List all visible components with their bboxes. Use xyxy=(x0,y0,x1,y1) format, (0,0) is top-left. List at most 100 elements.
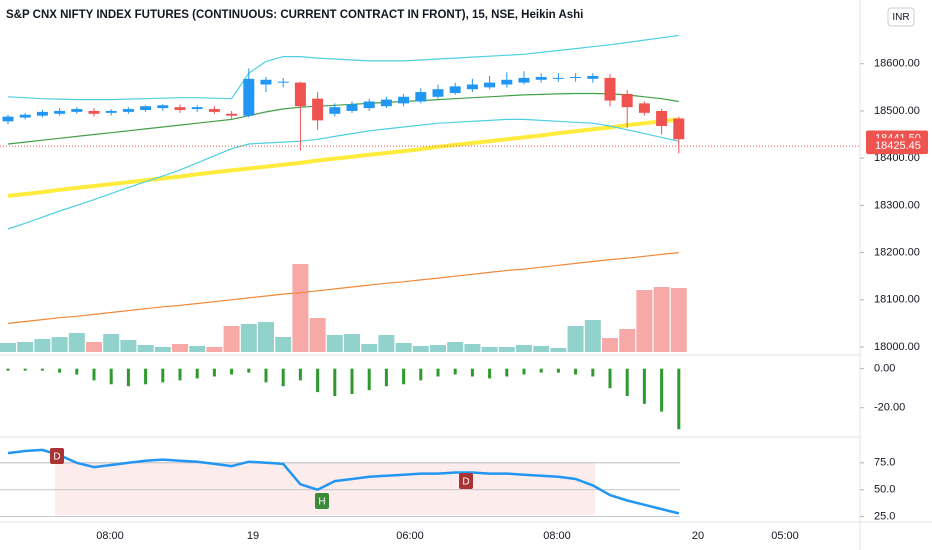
volume-bar xyxy=(670,288,687,352)
histogram-bar xyxy=(178,368,182,381)
candle-body xyxy=(54,110,66,114)
histogram-bar xyxy=(436,368,440,377)
volume-bar xyxy=(395,343,412,352)
histogram-bar xyxy=(660,368,664,412)
histogram-bar xyxy=(608,368,612,389)
x-tick-label: 19 xyxy=(247,530,259,542)
volume-bar xyxy=(120,340,137,352)
y-tick-label: 18200.00 xyxy=(874,246,920,258)
candle-body xyxy=(277,81,289,83)
volume-bar xyxy=(258,322,274,352)
y-tick-label: 18000.00 xyxy=(874,341,920,353)
candle-body xyxy=(604,77,616,101)
histogram-bar xyxy=(333,368,337,396)
volume-bar xyxy=(447,342,464,352)
volume-bar xyxy=(17,342,34,352)
y-tick-label: 18100.00 xyxy=(874,294,920,306)
volume-bar xyxy=(653,287,670,352)
candle-body xyxy=(2,116,14,122)
y-tick-label: 18300.00 xyxy=(874,199,920,211)
histogram-bar xyxy=(505,368,509,377)
histogram-bar xyxy=(677,368,681,430)
signal-marker xyxy=(315,493,329,509)
volume-bar xyxy=(34,339,51,352)
histogram-bar xyxy=(230,368,234,375)
histogram-bar xyxy=(470,368,474,377)
histogram-bar xyxy=(367,368,371,391)
histogram-bar xyxy=(161,368,165,383)
y-tick-label: 25.0 xyxy=(874,511,895,523)
candle-body xyxy=(346,104,358,111)
volume-bar xyxy=(275,337,292,352)
volume-bar xyxy=(430,345,446,352)
volume-bar xyxy=(412,346,429,352)
histogram-bar xyxy=(625,368,629,396)
volume-bar xyxy=(516,345,532,352)
histogram-bar xyxy=(109,368,113,385)
x-tick-label: 05:00 xyxy=(771,530,799,542)
y-tick-label: 75.0 xyxy=(874,457,895,469)
volume-bar xyxy=(103,334,120,352)
x-tick-label: 08:00 xyxy=(96,530,124,542)
candle-body xyxy=(294,82,306,107)
volume-bar xyxy=(481,347,498,352)
volume-bar xyxy=(292,264,309,352)
volume-bar xyxy=(206,347,223,352)
currency-label: INR xyxy=(892,12,909,23)
x-tick-label: 08:00 xyxy=(543,530,571,542)
y-tick-label: 18400.00 xyxy=(874,152,920,164)
candle-body xyxy=(656,110,668,127)
x-tick-label: 06:00 xyxy=(396,530,424,542)
candle-body xyxy=(380,99,392,107)
candle-body xyxy=(122,109,134,112)
histogram-bar xyxy=(419,368,423,381)
y-tick-label: 18600.00 xyxy=(874,58,920,70)
candle-body xyxy=(484,82,496,88)
volume-bar xyxy=(68,333,85,352)
candle-body xyxy=(552,77,564,79)
volume-bar xyxy=(602,338,618,352)
candle-body xyxy=(226,113,238,116)
candle-body xyxy=(415,92,427,102)
y-tick-label: -20.00 xyxy=(874,402,905,414)
signal-label: H xyxy=(318,497,325,508)
histogram-bar xyxy=(384,368,388,387)
volume-bar xyxy=(619,329,636,352)
rsi-line xyxy=(7,448,680,515)
volume-bar xyxy=(154,347,171,352)
histogram-bar xyxy=(350,368,354,395)
indicator-line xyxy=(7,117,680,198)
candle-body xyxy=(191,107,203,110)
histogram-bar xyxy=(642,368,646,404)
price-label-box xyxy=(866,138,928,155)
histogram-bar xyxy=(212,368,216,377)
candle-body xyxy=(449,86,461,93)
candle-body xyxy=(466,84,478,90)
histogram-bar xyxy=(574,368,578,375)
currency-badge[interactable] xyxy=(887,7,915,27)
volume-bar xyxy=(498,347,515,352)
signal-label: D xyxy=(53,452,60,463)
volume-bar xyxy=(567,326,584,352)
histogram-bar xyxy=(144,368,148,385)
histogram-bar xyxy=(23,368,27,371)
candle-body xyxy=(140,106,152,110)
histogram-bar xyxy=(195,368,199,379)
x-tick-label: 20 xyxy=(692,530,704,542)
volume-bar xyxy=(344,334,360,352)
volume-bar xyxy=(189,346,206,352)
y-tick-label: 50.0 xyxy=(874,484,895,496)
indicator-line xyxy=(7,34,679,101)
indicator-line xyxy=(7,118,679,230)
histogram-bar xyxy=(92,368,96,381)
indicator-line xyxy=(7,252,679,324)
histogram-bar xyxy=(126,368,130,387)
volume-bar xyxy=(464,344,481,352)
volume-bar xyxy=(240,324,257,352)
signal-marker xyxy=(50,448,64,464)
histogram-bar xyxy=(402,368,406,385)
signal-marker xyxy=(459,473,473,489)
chart-title: S&P CNX NIFTY INDEX FUTURES (CONTINUOUS:… xyxy=(6,9,583,21)
volume-bar xyxy=(137,345,154,352)
candle-body xyxy=(518,77,530,83)
